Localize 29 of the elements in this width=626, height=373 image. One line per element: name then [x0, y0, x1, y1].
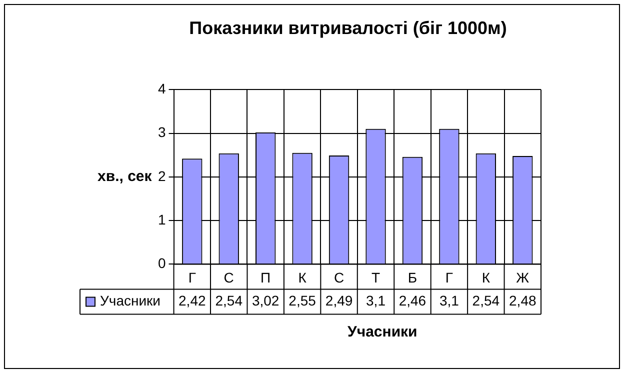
legend-label: Учасники [100, 292, 160, 309]
y-tick-label: 3 [158, 124, 166, 140]
x-tick-label: Т [371, 269, 380, 286]
y-tick-label: 1 [158, 211, 166, 228]
data-label: 2,46 [398, 292, 426, 309]
chart-title: Показники витривалості (біг 1000м) [189, 18, 507, 38]
data-label: 3,1 [366, 292, 386, 309]
data-label: 2,55 [288, 292, 316, 309]
y-axis-title: хв., сек [98, 168, 152, 186]
x-tick-label: К [298, 269, 308, 286]
data-label: 3,02 [252, 292, 280, 309]
y-tick-label: 2 [158, 168, 166, 184]
x-tick-label: С [334, 269, 344, 286]
data-label: 2,54 [215, 292, 243, 309]
x-tick-label: Ж [516, 269, 530, 286]
data-label: 2,49 [325, 292, 353, 309]
x-tick-label: П [260, 269, 271, 286]
data-label: 2,48 [509, 292, 536, 309]
y-tick-label: 4 [158, 80, 166, 96]
x-tick-label: Б [408, 269, 418, 286]
data-label: 3,1 [439, 292, 460, 309]
x-tick-label: К [482, 269, 491, 286]
x-tick-label: С [224, 269, 234, 286]
data-label: 2,42 [178, 292, 206, 309]
data-label: 2,54 [472, 292, 500, 309]
x-tick-label: Г [445, 269, 454, 286]
y-tick-label: 0 [158, 255, 166, 272]
x-tick-label: Г [188, 269, 196, 286]
x-axis-title: Учасники [348, 323, 418, 340]
